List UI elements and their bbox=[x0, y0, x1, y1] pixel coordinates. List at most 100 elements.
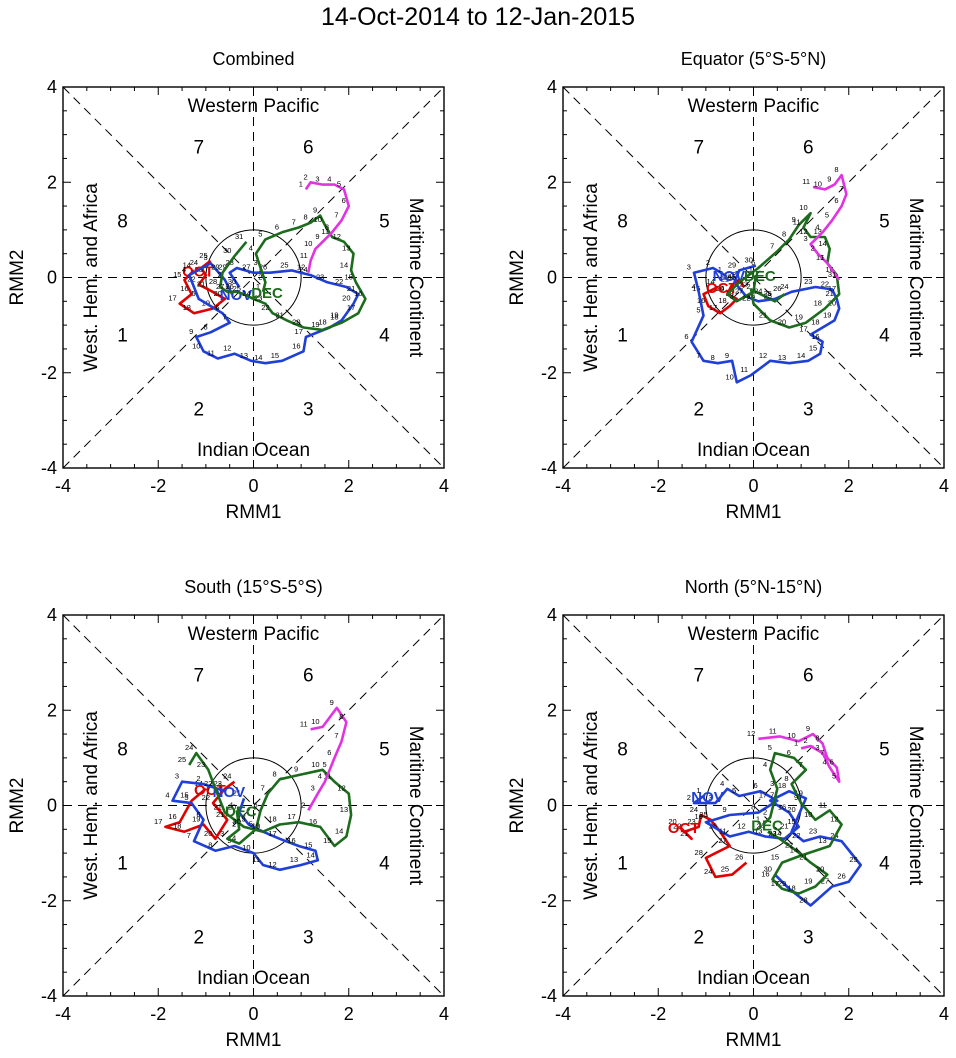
day-label: 7 bbox=[187, 831, 191, 840]
day-label: 4 bbox=[823, 757, 827, 766]
phase-number: 5 bbox=[379, 211, 390, 232]
x-tick-label: -4 bbox=[555, 1004, 571, 1024]
day-label: 13 bbox=[290, 855, 298, 864]
day-label: 8 bbox=[751, 803, 755, 812]
day-label: 3 bbox=[311, 784, 315, 793]
y-tick-label: -4 bbox=[41, 986, 57, 1006]
day-label: 5 bbox=[184, 793, 188, 802]
day-label: 5 bbox=[258, 229, 262, 238]
series-line-oct bbox=[164, 780, 236, 841]
day-label: 17 bbox=[709, 303, 717, 312]
day-label: 17 bbox=[295, 327, 303, 336]
day-label: 30 bbox=[223, 246, 231, 255]
y-axis-label: RMM2 bbox=[7, 250, 28, 306]
day-label: 10 bbox=[695, 812, 703, 821]
day-label: 9 bbox=[806, 724, 810, 733]
panel-title: Equator (5°S-5°N) bbox=[681, 49, 826, 69]
x-tick-label: -2 bbox=[150, 1004, 166, 1024]
day-label: 21 bbox=[721, 275, 729, 284]
x-tick-label: 0 bbox=[248, 476, 258, 496]
day-label: 14 bbox=[818, 239, 826, 248]
y-tick-label: -2 bbox=[541, 891, 557, 911]
day-label: 29 bbox=[211, 263, 219, 272]
day-label: 4 bbox=[692, 282, 696, 291]
y-tick-label: 2 bbox=[47, 172, 57, 192]
day-label: 3 bbox=[770, 779, 774, 788]
panel-title: Combined bbox=[212, 49, 294, 69]
day-label: 8 bbox=[711, 353, 715, 362]
day-label: 23 bbox=[254, 294, 262, 303]
phase-number: 5 bbox=[879, 211, 890, 232]
y-tick-label: -2 bbox=[541, 363, 557, 383]
region-label-top: Western Pacific bbox=[188, 624, 320, 645]
day-label: 11 bbox=[300, 719, 308, 728]
day-label: 7 bbox=[696, 351, 700, 360]
phase-number: 1 bbox=[117, 854, 128, 875]
day-label: 21 bbox=[214, 803, 222, 812]
day-label: 13 bbox=[754, 826, 762, 835]
day-label: 28 bbox=[695, 848, 703, 857]
day-label: 2 bbox=[706, 258, 710, 267]
day-label: 24 bbox=[756, 822, 764, 831]
day-label: 19 bbox=[795, 788, 803, 797]
day-label: 15 bbox=[771, 853, 779, 862]
y-tick-label: -4 bbox=[41, 458, 57, 478]
day-label: 2 bbox=[258, 272, 262, 281]
phase-number: 2 bbox=[693, 927, 704, 948]
day-label: 22 bbox=[792, 831, 800, 840]
day-label: 18 bbox=[173, 822, 181, 831]
day-label: 7 bbox=[770, 241, 774, 250]
day-label: 12 bbox=[830, 815, 838, 824]
day-label: 1 bbox=[696, 786, 700, 795]
day-label: 7 bbox=[799, 760, 803, 769]
day-label: 6 bbox=[834, 196, 838, 205]
y-axis-label: RMM2 bbox=[7, 778, 28, 834]
phase-number: 3 bbox=[303, 927, 314, 948]
day-label: 3 bbox=[730, 291, 734, 300]
day-label: 16 bbox=[811, 332, 819, 341]
day-label: 12 bbox=[737, 822, 745, 831]
series-line-jan bbox=[758, 732, 841, 784]
day-label: 20 bbox=[204, 829, 212, 838]
day-label: 9 bbox=[792, 215, 796, 224]
day-label: 1 bbox=[256, 282, 260, 291]
day-label: 11 bbox=[719, 826, 727, 835]
y-tick-label: -2 bbox=[41, 363, 57, 383]
day-label: 21 bbox=[680, 829, 688, 838]
day-label: 17 bbox=[771, 879, 779, 888]
phase-number: 2 bbox=[693, 399, 704, 420]
day-label: 20 bbox=[233, 817, 241, 826]
day-label: 1 bbox=[230, 800, 234, 809]
day-label: 1 bbox=[299, 179, 303, 188]
day-label: 7 bbox=[820, 748, 824, 757]
x-axis-label: RMM1 bbox=[726, 502, 782, 523]
y-tick-label: 0 bbox=[47, 796, 57, 816]
day-label: 3 bbox=[315, 175, 319, 184]
day-label: 10 bbox=[192, 341, 200, 350]
day-label: 10 bbox=[314, 215, 322, 224]
day-label: 4 bbox=[720, 779, 724, 788]
day-label: 23 bbox=[197, 760, 205, 769]
day-label: 5 bbox=[696, 306, 700, 315]
day-label: 17 bbox=[287, 812, 295, 821]
day-label: 2 bbox=[303, 172, 307, 181]
phase-number: 2 bbox=[193, 399, 204, 420]
day-label: 4 bbox=[318, 772, 322, 781]
phase-number: 3 bbox=[303, 399, 314, 420]
region-label-right: Maritime Continent bbox=[905, 726, 926, 886]
day-label: 9 bbox=[313, 206, 317, 215]
day-label: 22 bbox=[673, 822, 681, 831]
day-label: 18 bbox=[787, 884, 795, 893]
phase-number: 4 bbox=[379, 854, 390, 875]
phase-number: 7 bbox=[193, 138, 204, 159]
day-label: 5 bbox=[825, 210, 829, 219]
day-label: 11 bbox=[793, 217, 801, 226]
day-label: 6 bbox=[753, 781, 757, 790]
day-label: 6 bbox=[327, 748, 331, 757]
day-label: 10 bbox=[787, 731, 795, 740]
day-label: 25 bbox=[699, 810, 707, 819]
day-label: 2 bbox=[687, 793, 691, 802]
month-label-nov: NOV bbox=[713, 268, 746, 285]
region-label-left: West. Hem. and Africa bbox=[81, 183, 102, 372]
